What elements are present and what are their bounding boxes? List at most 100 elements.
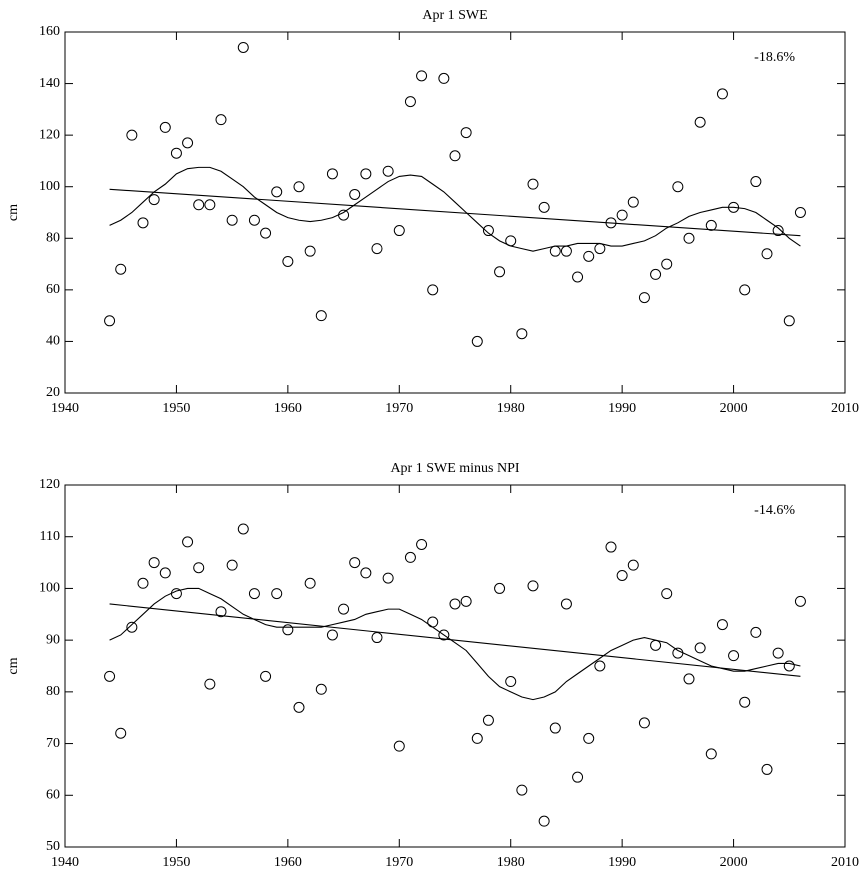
data-point [482,225,494,237]
data-point [549,722,561,734]
data-point [137,217,149,229]
data-point [716,88,728,100]
data-point [794,207,806,218]
x-tick-label: 1970 [385,855,413,870]
data-point [416,70,428,82]
data-point [516,328,528,340]
y-tick-label: 100 [39,179,60,194]
data-point [260,670,272,682]
data-point [772,647,784,659]
data-point [282,624,294,636]
data-point [728,201,740,213]
data-point [293,181,305,193]
data-point [382,165,394,177]
data-point [538,815,550,827]
data-point [427,616,439,628]
data-point [527,178,539,190]
data-point [104,315,116,327]
data-point [382,572,394,584]
x-tick-label: 2010 [831,855,859,870]
data-point [260,227,272,239]
data-point [182,137,194,149]
x-tick-label: 1980 [497,401,525,416]
data-point [572,271,584,283]
data-point [471,732,483,744]
data-point [271,588,283,600]
data-point [772,225,784,237]
data-point [137,577,149,589]
data-point [627,196,639,208]
data-point [148,194,160,206]
y-tick-label: 50 [46,839,60,854]
data-point [193,199,205,211]
data-point [393,740,405,752]
data-point [705,748,717,760]
y-tick-label: 20 [46,385,60,400]
data-point [326,168,338,180]
data-point [115,727,127,739]
data-point [783,660,795,672]
data-point [494,266,506,278]
data-point [315,683,327,695]
data-point [438,629,450,641]
data-point [460,127,472,139]
data-point [594,243,606,255]
data-point [672,647,684,659]
data-point [638,292,650,304]
data-point [482,714,494,726]
annotation: -14.6% [754,503,795,518]
data-point [705,219,717,231]
trend-line [109,188,801,237]
data-point [371,243,383,255]
y-tick-label: 120 [39,127,60,142]
data-point [170,588,182,600]
smooth-curve [109,587,801,701]
data-point [404,551,416,563]
data-point [605,217,617,229]
data-point [516,784,528,796]
y-tick-label: 90 [46,632,60,647]
y-tick-label: 140 [39,76,60,91]
x-tick-label: 2010 [831,401,859,416]
plot-frame [64,484,846,848]
x-tick-label: 1960 [274,855,302,870]
trend-line [109,603,801,677]
data-point [694,116,706,128]
data-point [360,168,372,180]
data-point [215,606,227,618]
x-tick-label: 2000 [720,401,748,416]
y-tick-label: 120 [39,477,60,492]
data-point [416,538,428,550]
x-tick-label: 1990 [608,401,636,416]
annotation: -18.6% [754,50,795,65]
plot-frame [64,31,846,394]
data-point [761,763,773,775]
y-tick-label: 100 [39,581,60,596]
data-point [750,176,762,188]
data-point [572,771,584,783]
data-point [404,96,416,108]
y-tick-label: 80 [46,231,60,246]
data-point [638,717,650,729]
data-point [159,121,171,133]
data-point [115,263,127,275]
data-point [560,598,572,610]
data-point [728,650,740,662]
data-point [449,598,461,610]
x-tick-label: 1990 [608,855,636,870]
data-point [583,732,595,744]
data-point [338,603,350,615]
data-point [538,201,550,213]
y-tick-label: 60 [46,788,60,803]
data-point [170,147,182,159]
x-tick-label: 1950 [162,401,190,416]
data-point [683,232,695,244]
data-point [215,114,227,126]
data-point [716,619,728,631]
data-point [739,696,751,708]
data-point [694,642,706,654]
data-point [393,225,405,237]
data-point [594,660,606,672]
data-point [182,536,194,548]
